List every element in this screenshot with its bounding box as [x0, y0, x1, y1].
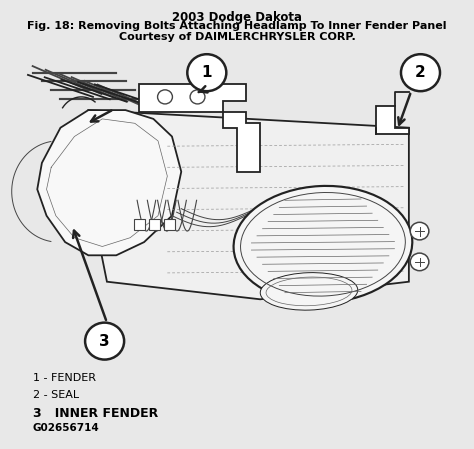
Ellipse shape — [234, 186, 412, 303]
Polygon shape — [37, 110, 181, 255]
FancyBboxPatch shape — [164, 219, 175, 230]
Text: Courtesy of DAIMLERCHRYSLER CORP.: Courtesy of DAIMLERCHRYSLER CORP. — [118, 32, 356, 42]
Polygon shape — [376, 106, 409, 134]
Polygon shape — [88, 110, 409, 299]
Circle shape — [190, 90, 205, 104]
Circle shape — [157, 90, 173, 104]
Text: 2: 2 — [415, 65, 426, 80]
FancyBboxPatch shape — [149, 219, 160, 230]
Text: G02656714: G02656714 — [33, 423, 100, 433]
Circle shape — [401, 54, 440, 91]
Text: 1: 1 — [201, 65, 212, 80]
Circle shape — [410, 222, 429, 240]
Text: 3: 3 — [99, 334, 110, 348]
FancyBboxPatch shape — [134, 219, 145, 230]
Circle shape — [410, 253, 429, 271]
Text: 2003 Dodge Dakota: 2003 Dodge Dakota — [172, 11, 302, 24]
Polygon shape — [223, 112, 260, 172]
Circle shape — [85, 323, 124, 360]
Text: 2 - SEAL: 2 - SEAL — [33, 390, 79, 400]
Ellipse shape — [260, 273, 358, 310]
Circle shape — [187, 54, 226, 91]
Polygon shape — [139, 84, 246, 112]
Text: 3   INNER FENDER: 3 INNER FENDER — [33, 407, 158, 420]
Text: Fig. 18: Removing Bolts Attaching Headlamp To Inner Fender Panel: Fig. 18: Removing Bolts Attaching Headla… — [27, 21, 447, 31]
Text: 1 - FENDER: 1 - FENDER — [33, 373, 96, 383]
